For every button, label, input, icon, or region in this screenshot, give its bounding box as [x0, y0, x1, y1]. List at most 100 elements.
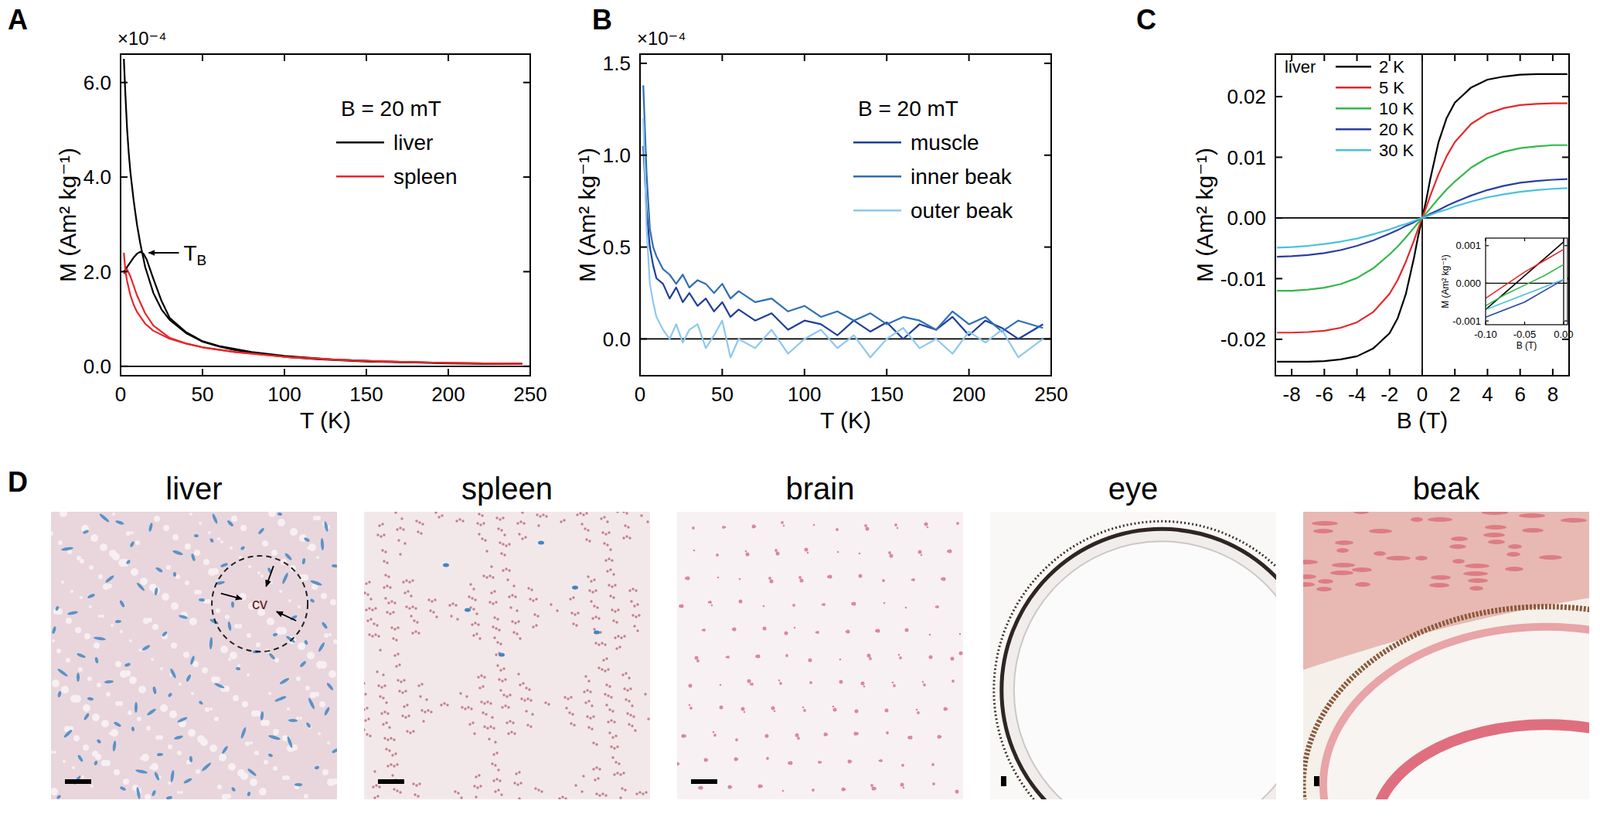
iron-stain [331, 747, 338, 754]
cell [501, 542, 504, 545]
cell [633, 604, 636, 607]
cell [500, 793, 503, 796]
vacuole [198, 521, 202, 525]
cell [377, 684, 380, 687]
y-tick [1485, 320, 1489, 322]
legend-swatch [336, 141, 385, 144]
vacuole [57, 540, 63, 545]
y-tick [1275, 277, 1283, 280]
cell [793, 626, 797, 630]
vacuole [67, 549, 72, 555]
cell [405, 578, 408, 582]
iron-stain [464, 608, 471, 613]
cell [594, 588, 597, 592]
vacuole [184, 543, 191, 550]
cell [864, 524, 868, 528]
series-line [1276, 74, 1568, 362]
cell [717, 576, 720, 579]
cell [517, 796, 521, 800]
iron-stain [317, 641, 327, 653]
inset-background [1485, 238, 1568, 325]
cell [364, 608, 368, 611]
iron-stain [257, 527, 266, 535]
legend-label: muscle [910, 130, 980, 155]
series-line [1276, 103, 1568, 334]
x-tick-label: 250 [1034, 382, 1068, 406]
cell [598, 767, 601, 770]
vacuole [129, 676, 137, 685]
cell [404, 715, 407, 719]
cell [613, 609, 617, 613]
tissue-detail [1430, 575, 1451, 580]
cell [497, 527, 500, 530]
tissue-layer [1014, 541, 1277, 800]
cell [901, 763, 905, 767]
y-tick-label: 6.0 [83, 71, 112, 95]
tissue-detail [1483, 532, 1505, 538]
pointer-arrow [265, 565, 274, 586]
vacuole [166, 565, 171, 570]
cell [715, 553, 719, 557]
x-tick [1519, 368, 1522, 376]
vacuole [56, 648, 62, 654]
cell [489, 701, 492, 705]
x-axis-title: T (K) [299, 407, 351, 433]
cell [477, 512, 480, 515]
cell [411, 729, 415, 732]
iron-stain [498, 653, 505, 658]
y-tick [1044, 62, 1052, 65]
vacuole [139, 577, 148, 586]
cell [508, 693, 511, 696]
x-tick [119, 368, 122, 376]
cell [477, 532, 480, 535]
cell [868, 657, 872, 661]
cell [918, 550, 923, 555]
legend-swatch [853, 141, 902, 144]
cell [536, 614, 539, 617]
cell [404, 689, 407, 692]
vacuole [220, 540, 224, 544]
cell [384, 747, 388, 750]
image-title: brain [786, 471, 855, 506]
x-tick-label: 0 [1416, 382, 1428, 406]
vacuole [167, 744, 173, 749]
cell [610, 608, 613, 611]
scale-bar [691, 779, 718, 784]
x-tick [283, 368, 286, 376]
cell [745, 550, 748, 553]
vacuole [201, 667, 208, 674]
legend-label: 10 K [1378, 98, 1415, 119]
x-tick [1323, 368, 1325, 376]
cell [494, 653, 498, 656]
iron-stain [197, 700, 204, 706]
vacuole [79, 595, 83, 600]
cell [821, 603, 824, 606]
cell [629, 599, 633, 603]
x-tick-label: 2 [1449, 382, 1461, 406]
cell [605, 683, 608, 686]
y-tick [523, 365, 531, 368]
vacuole [195, 769, 201, 774]
cell [473, 621, 477, 624]
x-tick-label: 50 [711, 382, 734, 406]
cell [491, 625, 494, 628]
cell [622, 634, 626, 637]
cell [500, 528, 503, 532]
panel-letter: C [1136, 3, 1157, 36]
cell [374, 633, 377, 636]
cell [628, 536, 631, 539]
cell [833, 708, 838, 712]
histology-panel: Dlivercvspleenbraineyebeak [7, 466, 1600, 821]
cell [474, 795, 477, 798]
scale-bar [1000, 776, 1007, 787]
cell [476, 521, 479, 525]
x-tick [1552, 54, 1554, 62]
cell [617, 762, 620, 765]
vacuole [291, 744, 298, 751]
cell [538, 514, 542, 518]
cell [784, 631, 789, 636]
x-tick [885, 368, 888, 376]
cell [507, 595, 511, 598]
vacuole [323, 633, 329, 638]
cell [396, 652, 399, 655]
